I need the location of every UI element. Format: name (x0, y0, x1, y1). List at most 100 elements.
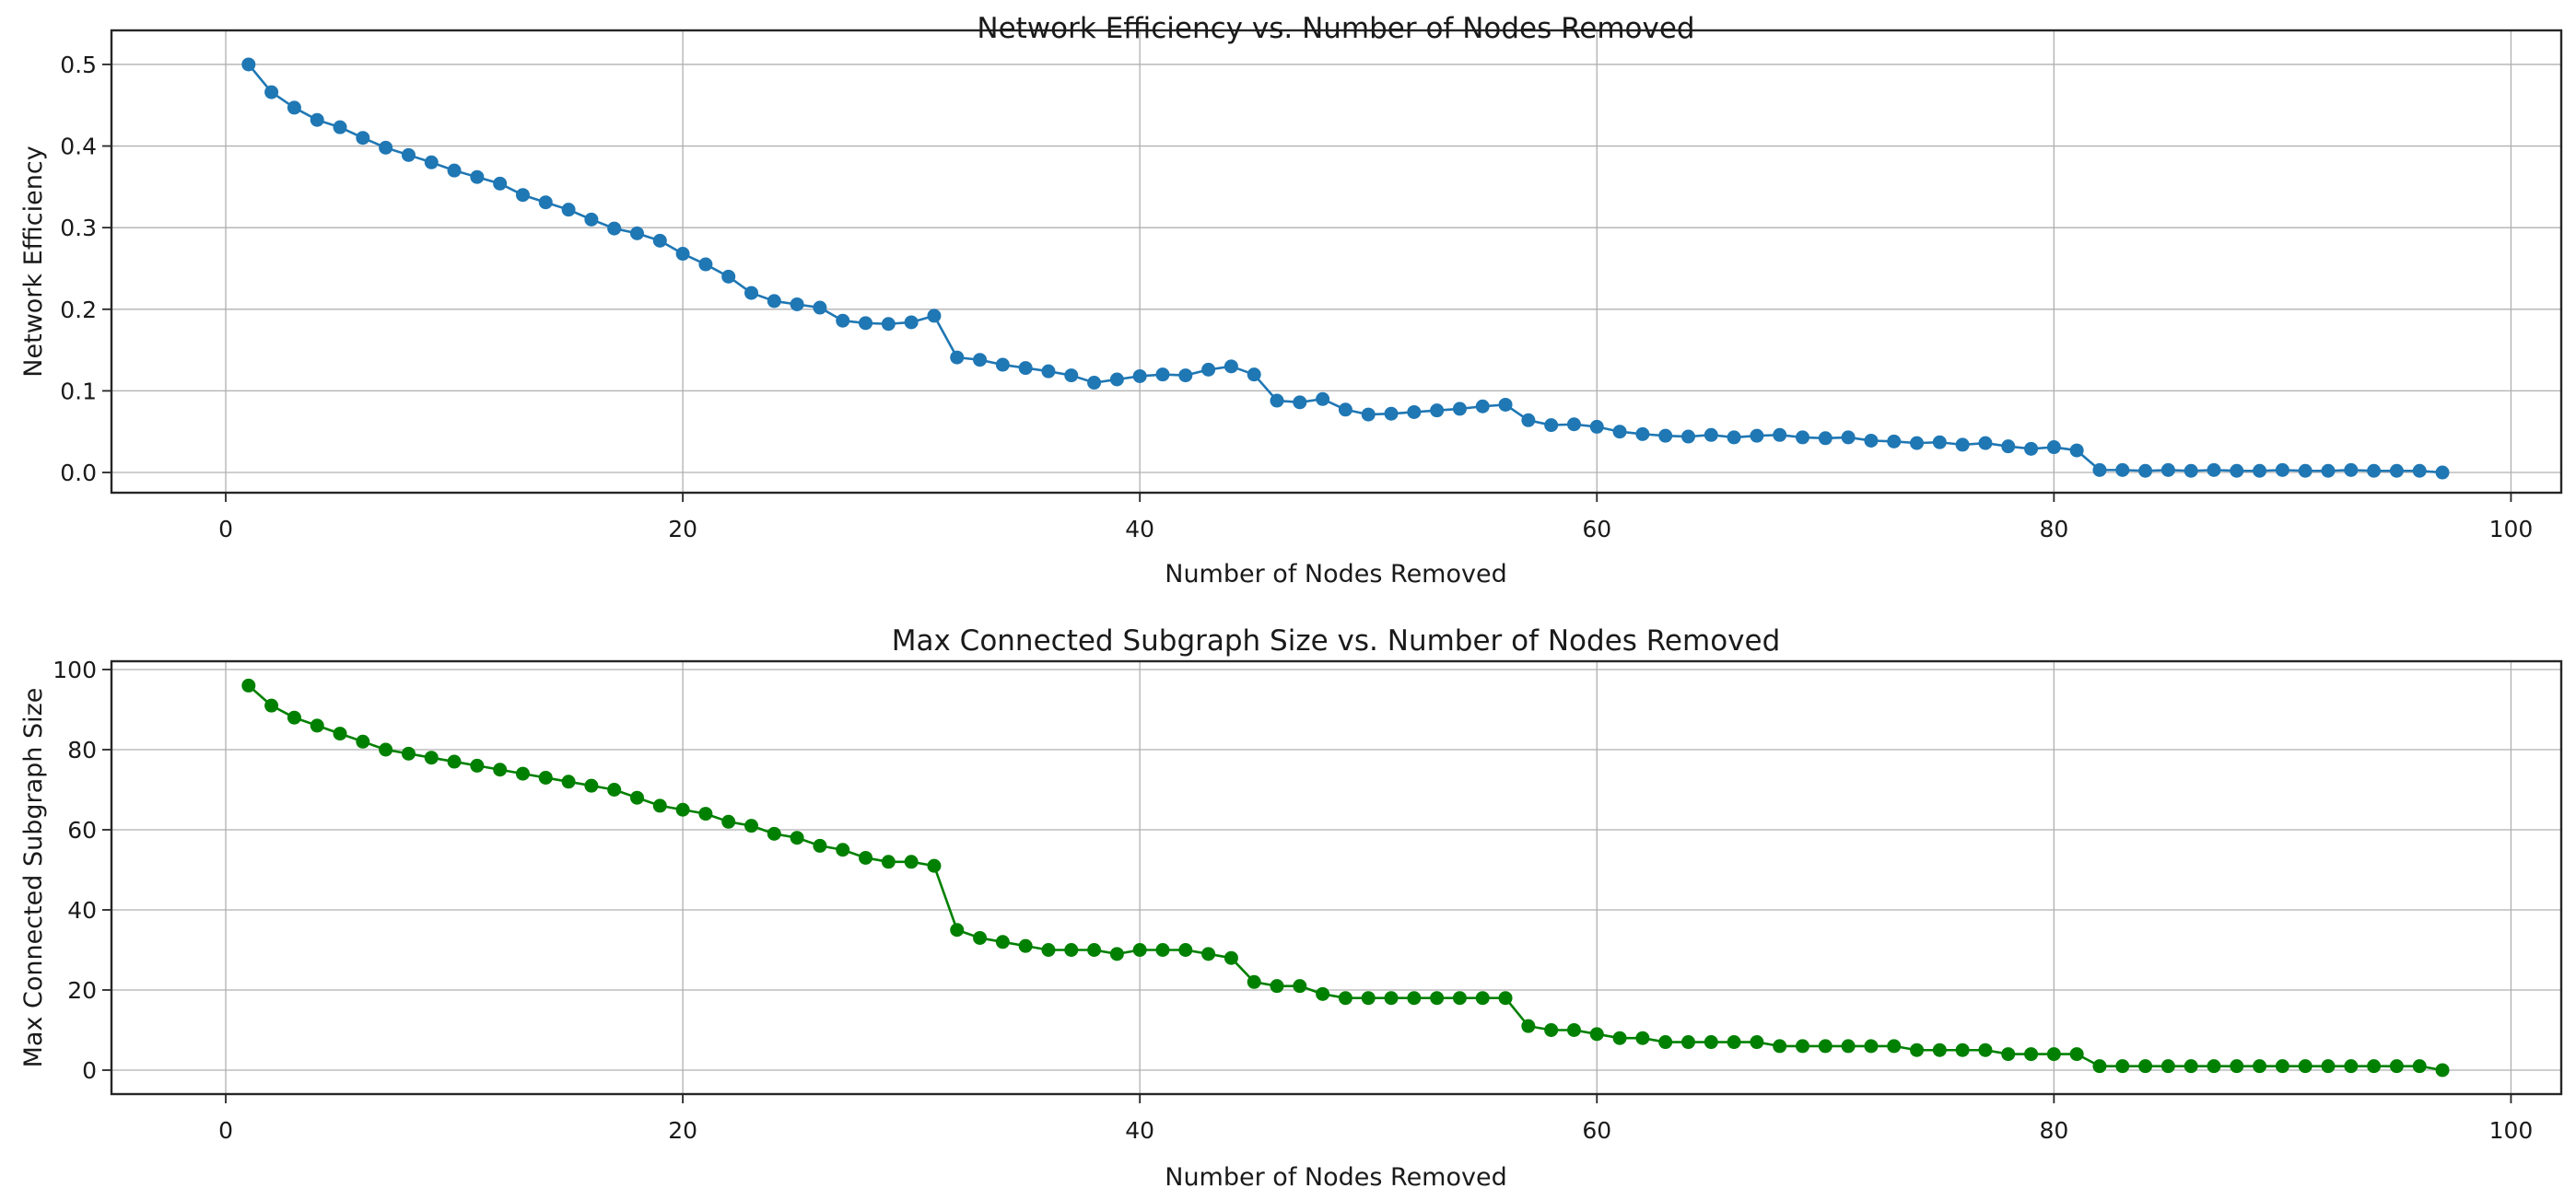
data-point-marker (1566, 417, 1581, 432)
data-point-marker (1773, 1039, 1787, 1054)
data-point-marker (1316, 391, 1330, 406)
data-point-marker (1087, 376, 1102, 390)
data-point-marker (836, 313, 850, 328)
data-point-marker (1955, 437, 1970, 452)
data-point-marker (1338, 402, 1352, 417)
data-point-marker (859, 850, 873, 865)
data-point-marker (698, 807, 713, 821)
data-point-marker (927, 309, 942, 323)
data-point-marker (241, 57, 256, 72)
data-point-marker (1910, 1043, 1925, 1057)
data-point-marker (561, 203, 576, 217)
data-point-marker (333, 120, 347, 134)
data-point-marker (1498, 397, 1513, 412)
data-point-marker (904, 855, 919, 869)
y-tick-label: 20 (67, 977, 97, 1004)
data-point-marker (2160, 1059, 2175, 1074)
data-point-marker (1773, 427, 1787, 442)
data-point-marker (1064, 942, 1079, 957)
data-point-marker (1978, 1043, 1993, 1057)
data-point-marker (1178, 942, 1193, 957)
data-point-marker (2046, 1047, 2061, 1062)
data-point-marker (2298, 463, 2313, 478)
data-point-marker (790, 297, 804, 311)
data-point-marker (2092, 462, 2107, 477)
data-point-marker (1566, 1022, 1581, 1037)
data-point-marker (1544, 1022, 1559, 1037)
subgraph-chart: 0 20 40 60 80 100 0 20 40 60 80 100 Max Connected S… (19, 624, 2563, 1192)
x-tick-label: 100 (2489, 1117, 2534, 1144)
data-point-marker (1041, 942, 1056, 957)
data-point-marker (1109, 372, 1124, 387)
data-point-marker (1887, 1039, 1902, 1054)
x-tick-label: 0 (218, 1117, 233, 1144)
data-point-marker (881, 855, 896, 869)
data-point-marker (1864, 1039, 1879, 1054)
data-point-marker (1430, 403, 1445, 418)
subgraph-x-axis-label: Number of Nodes Removed (1165, 1163, 1506, 1192)
data-point-marker (1109, 947, 1124, 961)
data-point-marker (995, 357, 1010, 372)
data-point-marker (2298, 1059, 2313, 1074)
data-point-marker (2069, 1047, 2084, 1062)
data-point-marker (744, 285, 759, 300)
data-point-marker (813, 838, 827, 853)
data-point-marker (1544, 418, 1559, 433)
plot-spines (110, 659, 2563, 1096)
data-point-marker (1270, 393, 1284, 408)
data-point-marker (2024, 441, 2039, 456)
y-tick-label: 0.5 (60, 52, 97, 78)
data-point-marker (2435, 1063, 2450, 1078)
data-point-marker (333, 727, 347, 741)
data-point-marker (1178, 368, 1193, 383)
data-point-marker (744, 819, 759, 833)
data-point-marker (470, 758, 485, 773)
data-point-marker (356, 131, 370, 146)
data-point-marker (2207, 462, 2221, 477)
data-point-marker (2138, 463, 2153, 478)
data-point-marker (1680, 429, 1695, 444)
data-point-marker (2412, 1059, 2427, 1074)
data-point-marker (1910, 436, 1925, 450)
data-point-marker (2184, 1059, 2198, 1074)
data-point-marker (2160, 462, 2175, 477)
data-point-marker (1841, 430, 1856, 445)
data-point-marker (1612, 1031, 1627, 1045)
data-point-marker (538, 195, 553, 210)
data-point-marker (424, 751, 439, 765)
subgraph-chart-title: Max Connected Subgraph Size vs. Number o… (892, 624, 1781, 658)
data-point-marker (470, 169, 485, 184)
data-point-marker (881, 317, 896, 332)
data-point-marker (859, 316, 873, 331)
data-point-marker (584, 778, 599, 793)
x-tick-label: 20 (668, 516, 697, 542)
data-point-marker (1452, 991, 1467, 1006)
data-point-marker (790, 831, 804, 845)
data-point-marker (950, 350, 965, 365)
data-point-marker (1064, 368, 1079, 383)
x-tick-label: 40 (1125, 1117, 1154, 1144)
data-point-marker (950, 923, 965, 938)
data-point-marker (1680, 1035, 1695, 1050)
data-point-marker (515, 188, 530, 203)
data-point-marker (379, 140, 393, 155)
data-point-marker (1361, 991, 1376, 1006)
data-point-marker (813, 300, 827, 315)
data-point-marker (538, 770, 553, 785)
data-point-marker (1932, 1043, 1947, 1057)
x-tick-label: 40 (1125, 516, 1154, 542)
data-point-marker (973, 930, 988, 945)
data-point-marker (379, 742, 393, 757)
data-point-marker (1589, 419, 1604, 434)
x-tick-label: 60 (1582, 516, 1611, 542)
data-point-marker (1201, 362, 1216, 377)
data-point-marker (2253, 463, 2267, 478)
data-point-marker (652, 798, 667, 813)
data-point-marker (1727, 1035, 1741, 1050)
data-point-marker (561, 775, 576, 789)
data-point-marker (1018, 361, 1033, 376)
data-point-marker (721, 269, 736, 284)
data-point-marker (447, 163, 462, 178)
